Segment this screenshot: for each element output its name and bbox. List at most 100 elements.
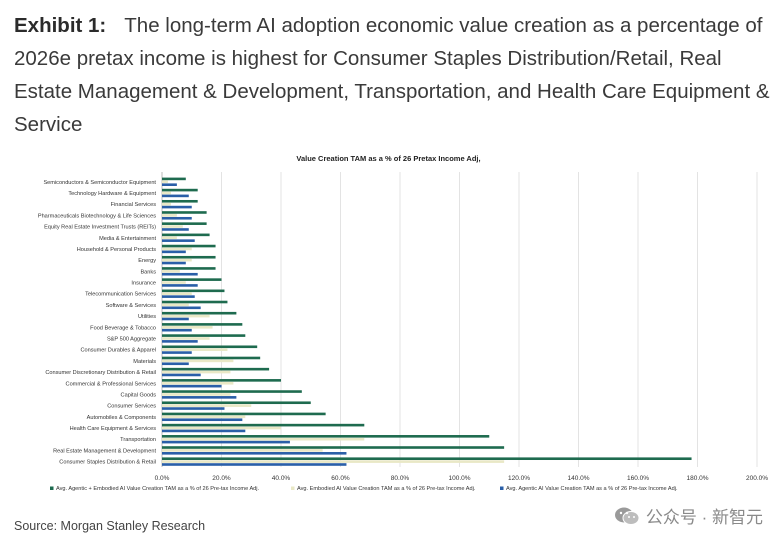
x-tick-label: 120.0%: [508, 475, 530, 482]
bar-embodied: [162, 281, 186, 284]
x-tick-label: 160.0%: [627, 475, 649, 482]
category-label: Energy: [138, 258, 156, 264]
category-label: Materials: [133, 359, 156, 365]
bar-agentic-embodied: [162, 345, 258, 349]
bar-agentic: [162, 452, 347, 455]
bar-agentic: [162, 384, 222, 388]
source-note: Source: Morgan Stanley Research: [14, 519, 206, 533]
bar-agentic-embodied: [162, 267, 216, 270]
category-label: Banks: [140, 269, 156, 275]
bar-agentic-embodied: [162, 199, 198, 203]
bar-agentic: [162, 351, 192, 354]
bar-embodied: [162, 348, 228, 351]
bar-embodied: [162, 337, 210, 340]
bar-agentic-embodied: [162, 311, 237, 315]
bar-embodied: [162, 214, 177, 217]
bar-agentic: [162, 284, 198, 287]
category-label: Financial Services: [111, 202, 157, 208]
x-tick-label: 60.0%: [331, 475, 350, 482]
category-label: Household & Personal Products: [77, 247, 156, 253]
bar-agentic-embodied: [162, 446, 505, 449]
bar-embodied: [162, 225, 183, 228]
category-label: Media & Entertainment: [99, 236, 156, 242]
bar-agentic: [162, 194, 189, 198]
bar-agentic-embodied: [162, 457, 692, 461]
category-label: Health Care Equipment & Services: [70, 426, 157, 432]
bar-agentic: [162, 440, 290, 444]
category-label: S&P 500 Aggregate: [107, 336, 156, 342]
bar-agentic: [162, 183, 177, 186]
category-label: Consumer Durables & Apparel: [80, 348, 156, 354]
category-label: Semiconductors & Semiconductor Equipment: [43, 180, 156, 186]
bar-agentic-embodied: [162, 222, 207, 225]
category-label: Technology Hardware & Equipment: [68, 191, 156, 197]
exhibit-label: Exhibit 1:: [14, 14, 107, 37]
bar-agentic-embodied: [162, 177, 186, 181]
category-label: Consumer Services: [107, 404, 156, 410]
bar-agentic: [162, 362, 189, 366]
bar-embodied: [162, 393, 231, 396]
x-tick-label: 140.0%: [567, 475, 589, 482]
bar-agentic: [162, 317, 189, 321]
exhibit-title: The long-term AI adoption economic value…: [14, 14, 770, 136]
bar-embodied: [162, 258, 192, 262]
x-tick-label: 200.0%: [746, 475, 768, 482]
watermark: 公众号 · 新智元: [614, 503, 763, 528]
bar-agentic-embodied: [162, 323, 243, 326]
bar-agentic: [162, 306, 201, 310]
x-tick-label: 180.0%: [686, 475, 708, 482]
bar-chart: 0.0% 20.0% 40.0% 60.0% 80.0% 100.0% 120.0% 140.…: [38, 172, 768, 492]
bar-agentic: [162, 463, 347, 466]
bar-agentic: [162, 228, 189, 231]
bar-agentic: [162, 250, 186, 254]
bar-embodied: [162, 426, 281, 430]
bar-embodied: [162, 449, 323, 452]
bar-agentic-embodied: [162, 188, 198, 192]
category-label: Consumer Staples Distribution & Retail: [59, 460, 156, 466]
bar-agentic-embodied: [162, 289, 225, 293]
bar-embodied: [162, 381, 234, 385]
x-tick-label: 0.0%: [155, 475, 170, 482]
bar-agentic: [162, 340, 198, 343]
wechat-icon: [614, 507, 640, 525]
watermark-text: 公众号 · 新智元: [645, 508, 763, 527]
x-tick-label: 80.0%: [391, 475, 410, 482]
category-label: Automobiles & Components: [87, 415, 157, 421]
category-label: Capital Goods: [121, 392, 157, 398]
x-tick-label: 40.0%: [272, 475, 291, 482]
category-label: Insurance: [131, 281, 156, 287]
exhibit-header: Exhibit 1: The long-term AI adoption econ…: [14, 9, 770, 141]
bar-embodied: [162, 236, 177, 240]
category-label: Equity Real Estate Investment Trusts (RE…: [44, 225, 156, 231]
bar-embodied: [162, 404, 252, 407]
category-label: Food Beverage & Tobacco: [90, 325, 156, 331]
bar-agentic-embodied: [162, 233, 210, 237]
bar-embodied: [162, 180, 168, 184]
bar-agentic-embodied: [162, 412, 326, 416]
bar-embodied: [162, 314, 210, 318]
bar-agentic: [162, 373, 201, 377]
bar-agentic: [162, 429, 246, 433]
bar-agentic: [162, 216, 192, 220]
category-label: Real Estate Management & Development: [53, 448, 156, 454]
bar-embodied: [162, 303, 189, 307]
bar-embodied: [162, 437, 365, 441]
bar-agentic: [162, 239, 195, 242]
category-label: Pharmaceuticals Biotechnology & Life Sci…: [38, 213, 156, 219]
category-label: Utilities: [138, 314, 156, 320]
bar-embodied: [162, 247, 192, 251]
bar-agentic: [162, 205, 192, 209]
bar-agentic-embodied: [162, 423, 365, 427]
category-label: Software & Services: [106, 303, 157, 309]
chart-title: Value Creation TAM as a % of 26 Pretax I…: [296, 154, 481, 163]
category-label: Commercial & Professional Services: [66, 381, 157, 387]
bar-embodied: [162, 325, 213, 329]
bar-agentic-embodied: [162, 356, 261, 360]
bar-embodied: [162, 370, 231, 374]
bar-embodied: [162, 202, 171, 206]
bar-agentic-embodied: [162, 379, 281, 382]
x-tick-label: 20.0%: [212, 475, 231, 482]
bar-agentic: [162, 272, 198, 276]
bar-embodied: [162, 460, 505, 463]
bar-embodied: [162, 191, 171, 195]
